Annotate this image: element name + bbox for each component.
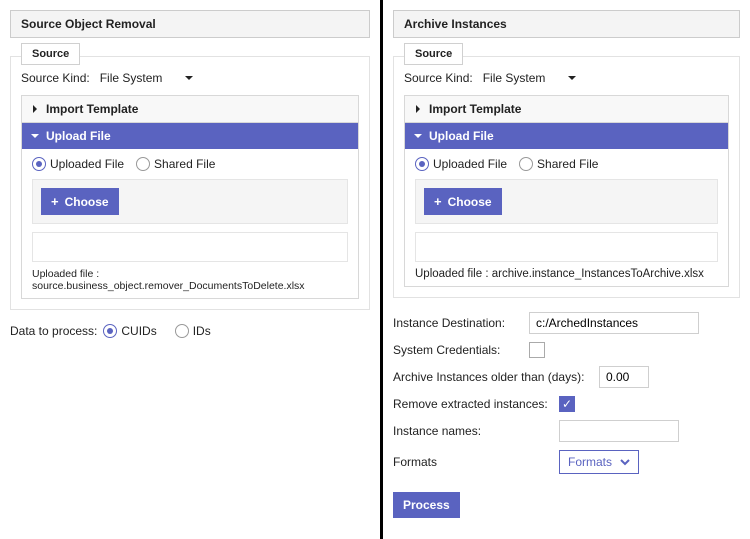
instance-destination-label: Instance Destination: xyxy=(393,316,523,330)
accordion-header-upload-file[interactable]: Upload File xyxy=(405,123,728,149)
select-value: File System xyxy=(100,71,163,85)
chevron-down-icon xyxy=(184,73,194,83)
chevron-right-icon xyxy=(30,104,40,114)
radio-dot-icon xyxy=(32,157,46,171)
uploaded-file-line: Uploaded file : source.business_object.r… xyxy=(32,262,348,294)
tab-source[interactable]: Source xyxy=(21,43,80,65)
choose-button[interactable]: + Choose xyxy=(424,188,502,215)
radio-dot-icon xyxy=(415,157,429,171)
accordion-header-upload-file[interactable]: Upload File xyxy=(22,123,358,149)
accordion-label: Upload File xyxy=(429,129,494,143)
upload-file-body: Uploaded File Shared File + Choose Uploa… xyxy=(405,149,728,286)
instance-names-input[interactable] xyxy=(559,420,679,442)
choose-area: + Choose xyxy=(32,179,348,224)
radio-dot-icon xyxy=(136,157,150,171)
source-kind-select[interactable]: File System xyxy=(96,69,196,87)
accordion-upload-file: Upload File Uploaded File Shared File + xyxy=(21,123,359,299)
button-label: Choose xyxy=(65,195,109,209)
accordion-header-import-template[interactable]: Import Template xyxy=(405,96,728,122)
accordion-label: Import Template xyxy=(429,102,521,116)
accordion-label: Upload File xyxy=(46,129,111,143)
chevron-down-icon xyxy=(413,131,423,141)
archive-older-input[interactable] xyxy=(599,366,649,388)
accordion-label: Import Template xyxy=(46,102,138,116)
source-kind-select[interactable]: File System xyxy=(479,69,579,87)
panel-title: Source Object Removal xyxy=(10,10,370,38)
radio-shared-file[interactable]: Shared File xyxy=(519,157,598,171)
panel-source-object-removal: Source Object Removal Source Source Kind… xyxy=(0,0,380,539)
instance-destination-input[interactable] xyxy=(529,312,699,334)
file-dropzone[interactable] xyxy=(32,232,348,262)
uploaded-file-line: Uploaded file : archive.instance_Instanc… xyxy=(415,262,718,282)
choose-button[interactable]: + Choose xyxy=(41,188,119,215)
chevron-down-icon xyxy=(567,73,577,83)
radio-shared-file[interactable]: Shared File xyxy=(136,157,215,171)
radio-label: Shared File xyxy=(154,157,215,171)
uploaded-prefix: Uploaded file : xyxy=(32,268,99,280)
panel-archive-instances: Archive Instances Source Source Kind: Fi… xyxy=(383,0,750,539)
button-label: Choose xyxy=(448,195,492,209)
accordion-import-template[interactable]: Import Template xyxy=(21,95,359,123)
uploaded-filename: archive.instance_InstancesToArchive.xlsx xyxy=(492,268,704,280)
plus-icon: + xyxy=(434,194,442,209)
upload-file-body: Uploaded File Shared File + Choose Uploa… xyxy=(22,149,358,298)
system-credentials-label: System Credentials: xyxy=(393,343,523,357)
accordion-import-template[interactable]: Import Template xyxy=(404,95,729,123)
system-credentials-checkbox[interactable] xyxy=(529,342,545,358)
chevron-down-icon xyxy=(30,131,40,141)
instance-names-label: Instance names: xyxy=(393,424,553,438)
check-icon: ✓ xyxy=(562,397,572,411)
chevron-right-icon xyxy=(413,104,423,114)
formats-label: Formats xyxy=(393,455,553,469)
source-kind-label: Source Kind: xyxy=(21,71,90,85)
accordion-upload-file: Upload File Uploaded File Shared File + xyxy=(404,123,729,287)
archive-older-label: Archive Instances older than (days): xyxy=(393,370,593,384)
formats-button-label: Formats xyxy=(568,455,612,469)
radio-uploaded-file[interactable]: Uploaded File xyxy=(32,157,124,171)
chevron-down-icon xyxy=(620,457,630,467)
radio-label: Uploaded File xyxy=(50,157,124,171)
tab-source[interactable]: Source xyxy=(404,43,463,65)
file-dropzone[interactable] xyxy=(415,232,718,262)
process-button[interactable]: Process xyxy=(393,492,460,518)
source-frame: Source Source Kind: File System Import T… xyxy=(393,56,740,298)
remove-extracted-checkbox[interactable]: ✓ xyxy=(559,396,575,412)
button-label: Process xyxy=(403,498,450,512)
radio-label: Shared File xyxy=(537,157,598,171)
uploaded-prefix: Uploaded file : xyxy=(415,268,492,280)
select-value: File System xyxy=(483,71,546,85)
radio-dot-icon xyxy=(175,324,189,338)
radio-uploaded-file[interactable]: Uploaded File xyxy=(415,157,507,171)
choose-area: + Choose xyxy=(415,179,718,224)
radio-dot-icon xyxy=(103,324,117,338)
plus-icon: + xyxy=(51,194,59,209)
panel-title: Archive Instances xyxy=(393,10,740,38)
source-frame: Source Source Kind: File System Import T… xyxy=(10,56,370,310)
radio-dot-icon xyxy=(519,157,533,171)
radio-label: IDs xyxy=(193,324,211,338)
radio-label: Uploaded File xyxy=(433,157,507,171)
accordion-header-import-template[interactable]: Import Template xyxy=(22,96,358,122)
source-kind-label: Source Kind: xyxy=(404,71,473,85)
data-to-process-label: Data to process: xyxy=(10,324,97,338)
remove-extracted-label: Remove extracted instances: xyxy=(393,397,553,411)
radio-ids[interactable]: IDs xyxy=(175,324,211,338)
formats-dropdown[interactable]: Formats xyxy=(559,450,639,474)
radio-label: CUIDs xyxy=(121,324,156,338)
uploaded-filename: source.business_object.remover_Documents… xyxy=(32,280,305,292)
radio-cuids[interactable]: CUIDs xyxy=(103,324,156,338)
